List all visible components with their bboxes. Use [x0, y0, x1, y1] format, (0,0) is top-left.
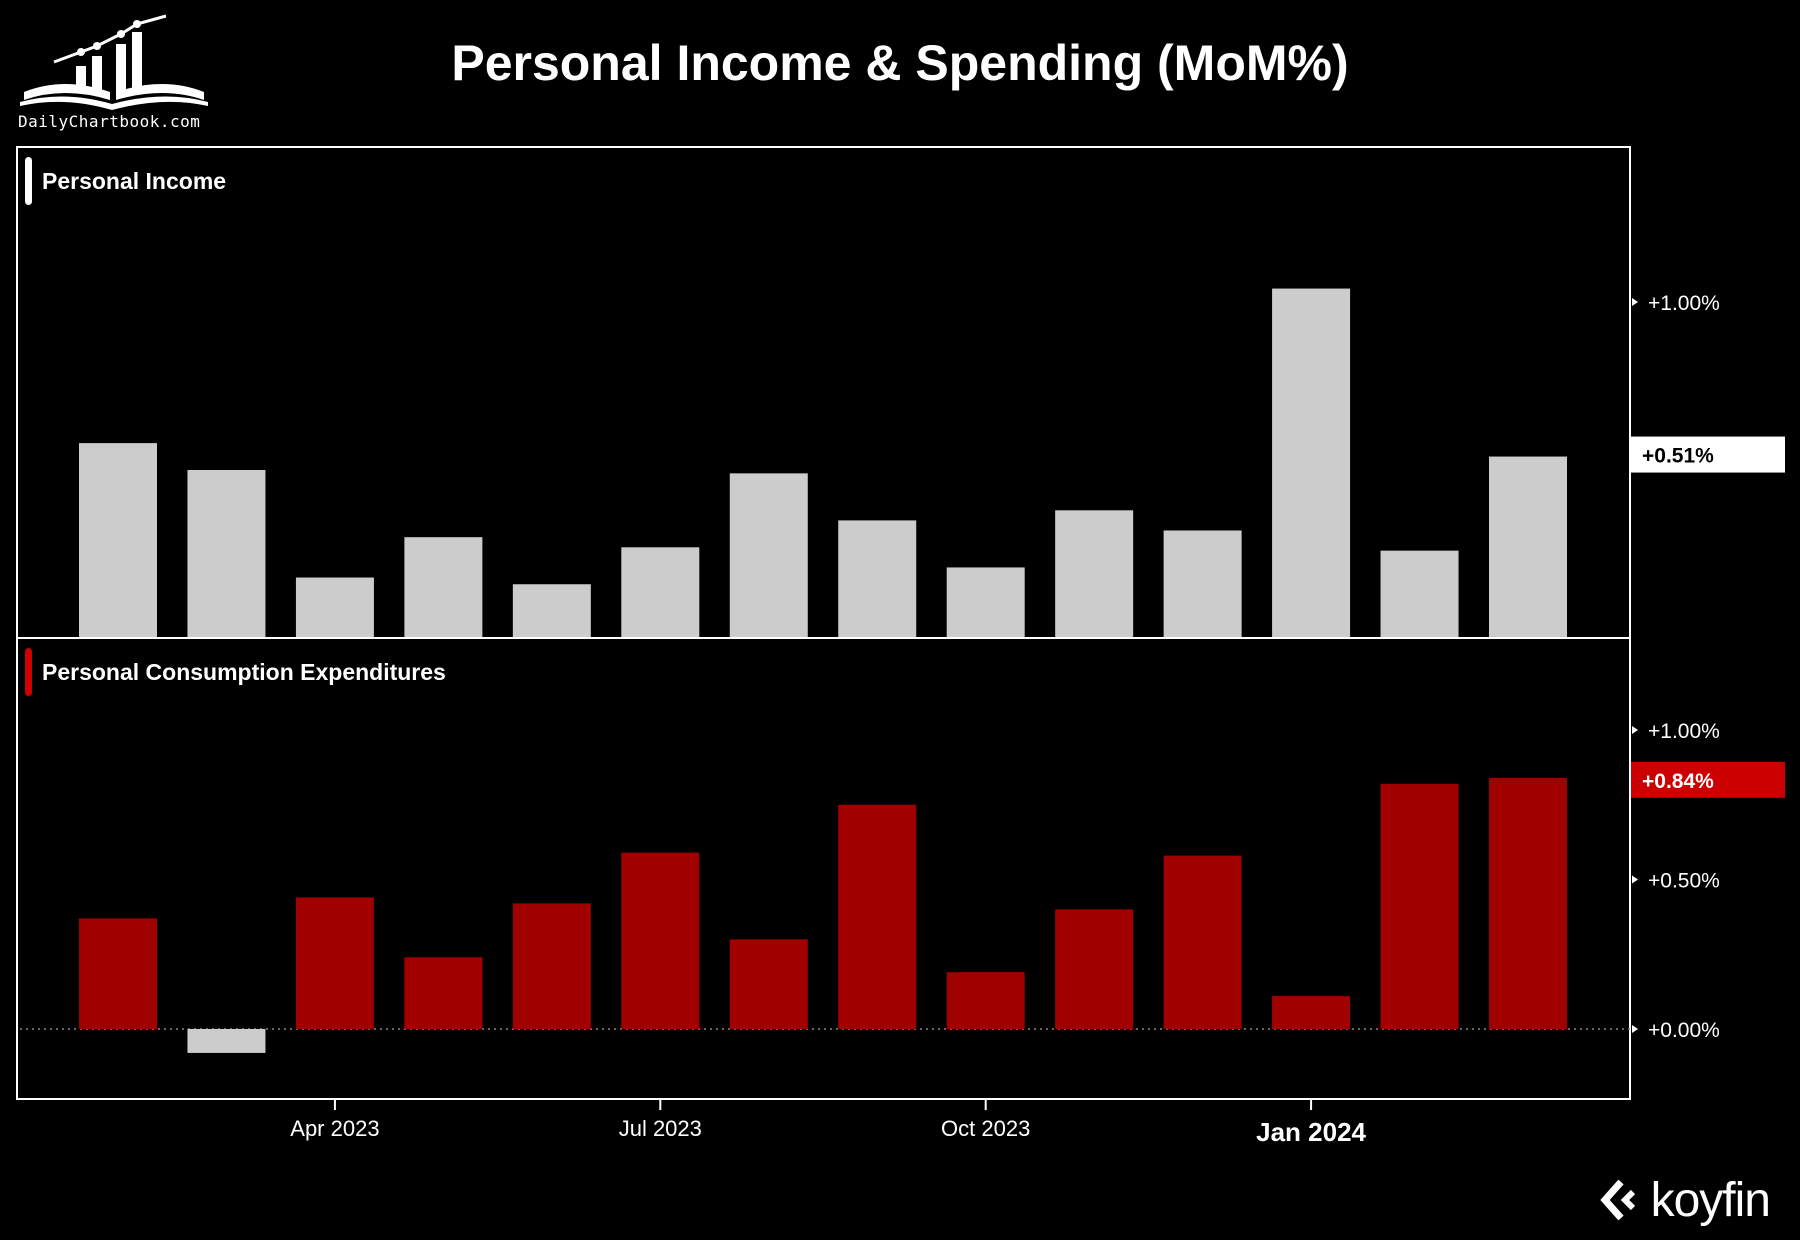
bar-jun-2023 [512, 903, 591, 1029]
koyfin-brand: koyfin [1599, 1172, 1771, 1228]
bar-jun-2023 [512, 584, 591, 638]
bar-feb-2023 [79, 918, 157, 1029]
bar-nov-2023 [1055, 510, 1134, 638]
legend-label: Personal Consumption Expenditures [42, 659, 446, 685]
bar-dec-2023 [1163, 855, 1242, 1029]
bar-mar-2024 [1489, 456, 1567, 638]
panel-1: Personal Income +1.00% +0.51% [16, 146, 1785, 639]
y-tick-label: +0.50% [1648, 870, 1720, 893]
bar-mar-2023 [187, 470, 266, 638]
y-tick-label: +1.00% [1648, 292, 1720, 315]
legend-marker [25, 648, 32, 696]
bar-may-2023 [404, 537, 483, 638]
x-tick-label: Oct 2023 [941, 1116, 1030, 1141]
panel-frame [16, 637, 1631, 1100]
bar-may-2023 [404, 957, 483, 1029]
bar-oct-2023 [946, 972, 1025, 1029]
bar-feb-2024 [1380, 550, 1459, 638]
bar-sep-2023 [838, 520, 917, 638]
legend-label: Personal Income [42, 168, 226, 194]
bar-sep-2023 [838, 804, 917, 1029]
last-value-badge [1631, 436, 1785, 473]
y-tick-mark [1632, 726, 1638, 734]
legend-marker [25, 157, 32, 205]
bar-jan-2024 [1272, 996, 1351, 1029]
bar-feb-2023 [79, 443, 157, 638]
dailychartbook-logo [20, 14, 208, 110]
bar-aug-2023 [729, 473, 808, 638]
logo-text: DailyChartbook.com [18, 112, 201, 131]
bar-oct-2023 [946, 567, 1025, 638]
bar-jul-2023 [621, 852, 700, 1029]
x-tick-label: Jan 2024 [1256, 1117, 1366, 1147]
y-tick-mark [1632, 298, 1638, 306]
x-tick-label: Apr 2023 [290, 1116, 379, 1141]
y-tick-mark [1632, 875, 1638, 884]
y-tick-label: +1.00% [1648, 720, 1720, 743]
x-tick-label: Jul 2023 [619, 1116, 702, 1141]
bar-dec-2023 [1163, 530, 1242, 638]
last-value-badge [1631, 761, 1785, 798]
bar-aug-2023 [729, 939, 808, 1029]
panel-2: Personal Consumption Expenditures +1.00% +… [16, 637, 1785, 1100]
last-value-label: +0.84% [1642, 770, 1714, 793]
bar-nov-2023 [1055, 909, 1134, 1029]
koyfin-logo-icon [1599, 1179, 1635, 1221]
bar-mar-2024 [1489, 777, 1567, 1029]
bar-jul-2023 [621, 547, 700, 638]
bar-apr-2023 [295, 577, 374, 638]
y-tick-mark [1632, 1025, 1638, 1033]
bar-feb-2024 [1380, 783, 1459, 1029]
bar-jan-2024 [1272, 288, 1351, 638]
bar-apr-2023 [295, 897, 374, 1029]
last-value-label: +0.51% [1642, 445, 1714, 468]
bar-mar-2023 [187, 1029, 266, 1053]
koyfin-brand-text: koyfin [1650, 1173, 1771, 1227]
y-tick-label: +0.00% [1648, 1019, 1720, 1042]
chart-title: Personal Income & Spending (MoM%) [451, 35, 1349, 91]
